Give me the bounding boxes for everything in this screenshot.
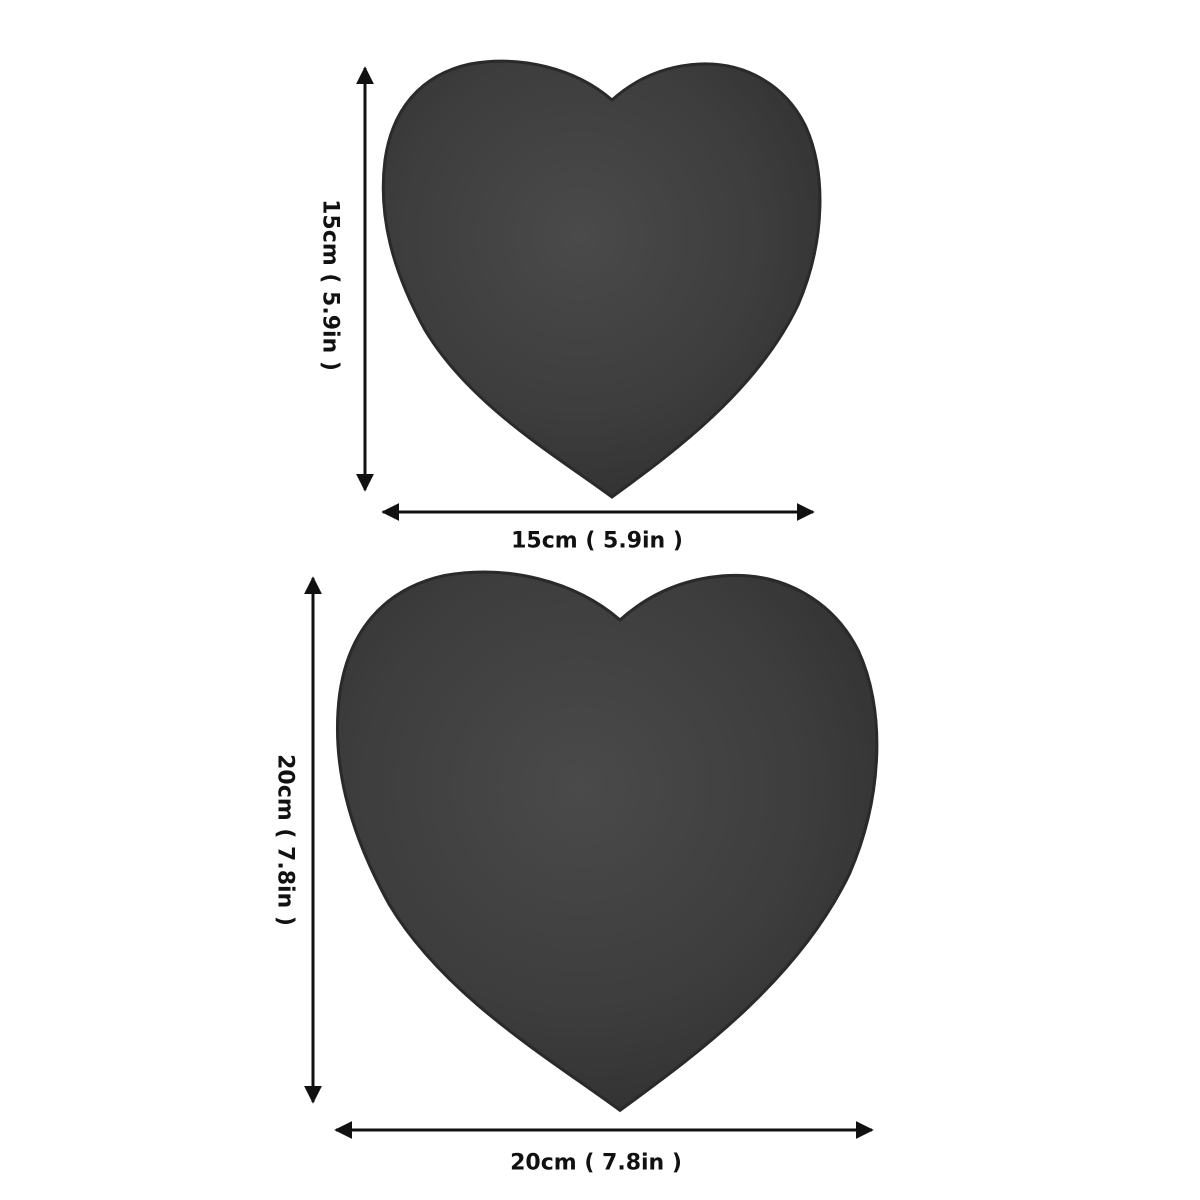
small-width-label: 15cm ( 5.9in )	[511, 528, 683, 554]
large-width-label: 20cm ( 7.8in )	[510, 1150, 682, 1176]
small-heart-slate	[381, 59, 822, 499]
large-heart-slate	[335, 570, 879, 1112]
small-height-label: 15cm ( 5.9in )	[317, 199, 343, 371]
large-height-label: 20cm ( 7.8in )	[272, 754, 298, 926]
